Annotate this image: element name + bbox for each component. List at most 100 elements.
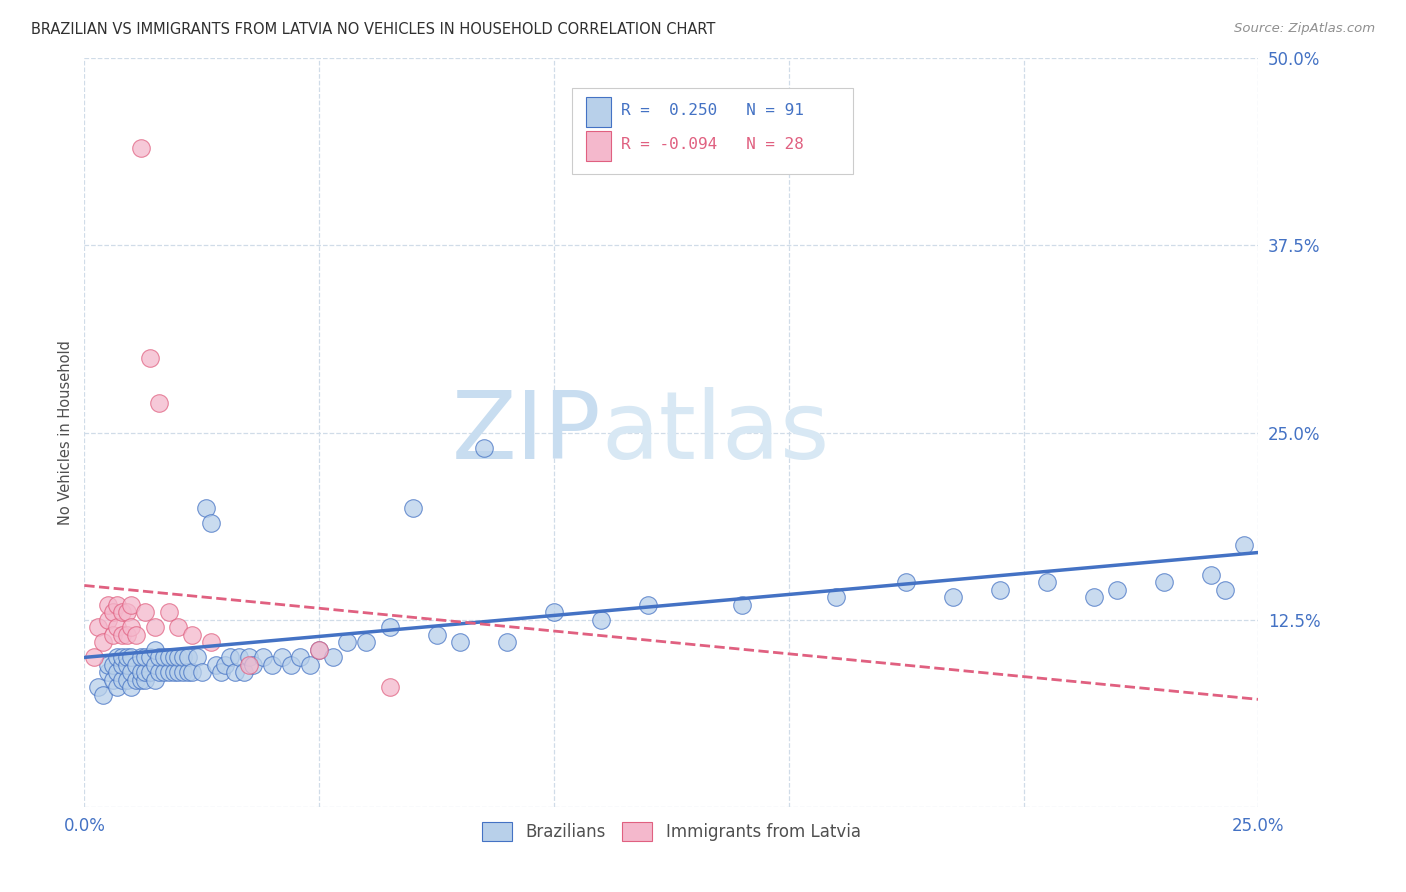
Point	[91, 635, 114, 649]
Point	[129, 141, 152, 155]
Point	[181, 665, 204, 680]
Point	[181, 628, 204, 642]
Point	[1036, 575, 1059, 590]
Point	[134, 673, 156, 687]
Point	[298, 657, 321, 672]
Point	[176, 665, 198, 680]
Point	[115, 673, 138, 687]
Point	[111, 657, 134, 672]
Point	[91, 688, 114, 702]
Point	[378, 620, 401, 634]
Point	[101, 606, 124, 620]
Point	[105, 681, 128, 695]
Point	[1107, 582, 1129, 597]
Point	[143, 657, 166, 672]
Point	[125, 657, 148, 672]
Point	[1201, 568, 1223, 582]
Point	[101, 628, 124, 642]
Point	[83, 650, 105, 665]
Point	[252, 650, 274, 665]
Y-axis label: No Vehicles in Household: No Vehicles in Household	[58, 340, 73, 525]
Point	[115, 606, 138, 620]
Legend: Brazilians, Immigrants from Latvia: Brazilians, Immigrants from Latvia	[475, 815, 868, 847]
Point	[143, 620, 166, 634]
Bar	[586, 97, 612, 127]
Point	[97, 665, 120, 680]
Point	[97, 598, 120, 612]
Point	[111, 650, 134, 665]
Text: ZIP: ZIP	[451, 386, 600, 479]
Point	[191, 665, 214, 680]
Point	[262, 657, 284, 672]
Point	[120, 650, 142, 665]
Point	[105, 620, 128, 634]
Text: Source: ZipAtlas.com: Source: ZipAtlas.com	[1234, 22, 1375, 36]
Bar	[586, 131, 612, 161]
Point	[637, 598, 659, 612]
Point	[195, 500, 218, 515]
Point	[228, 650, 250, 665]
Point	[242, 657, 264, 672]
Point	[134, 606, 156, 620]
Point	[87, 620, 110, 634]
Point	[148, 395, 170, 409]
Point	[167, 620, 190, 634]
Point	[1233, 538, 1256, 552]
Point	[134, 665, 156, 680]
Point	[233, 665, 256, 680]
Point	[186, 650, 208, 665]
Point	[153, 650, 176, 665]
Text: R =  0.250   N = 91: R = 0.250 N = 91	[621, 103, 804, 118]
Point	[942, 591, 965, 605]
Point	[378, 681, 401, 695]
Point	[336, 635, 359, 649]
Point	[120, 681, 142, 695]
Point	[97, 613, 120, 627]
Point	[157, 606, 180, 620]
Point	[219, 650, 242, 665]
Point	[209, 665, 232, 680]
Point	[105, 665, 128, 680]
Point	[1215, 582, 1237, 597]
Point	[153, 665, 176, 680]
Point	[214, 657, 236, 672]
Point	[824, 591, 846, 605]
Point	[148, 650, 170, 665]
Point	[143, 643, 166, 657]
Point	[354, 635, 377, 649]
Point	[308, 643, 330, 657]
Point	[97, 657, 120, 672]
Point	[172, 665, 194, 680]
Point	[172, 650, 194, 665]
Point	[176, 650, 198, 665]
Point	[139, 665, 162, 680]
Point	[200, 635, 222, 649]
Point	[280, 657, 302, 672]
Point	[224, 665, 246, 680]
Point	[322, 650, 344, 665]
Point	[120, 665, 142, 680]
Point	[1083, 591, 1105, 605]
Text: R = -0.094   N = 28: R = -0.094 N = 28	[621, 137, 804, 153]
Point	[120, 598, 142, 612]
Point	[205, 657, 228, 672]
Point	[120, 620, 142, 634]
Point	[200, 516, 222, 530]
Point	[129, 673, 152, 687]
Point	[162, 665, 184, 680]
Point	[167, 665, 190, 680]
Point	[157, 650, 180, 665]
Point	[105, 650, 128, 665]
Text: BRAZILIAN VS IMMIGRANTS FROM LATVIA NO VEHICLES IN HOUSEHOLD CORRELATION CHART: BRAZILIAN VS IMMIGRANTS FROM LATVIA NO V…	[31, 22, 716, 37]
Point	[157, 665, 180, 680]
Point	[87, 681, 110, 695]
Point	[988, 582, 1011, 597]
Point	[449, 635, 471, 649]
Point	[896, 575, 918, 590]
Point	[111, 628, 134, 642]
Point	[148, 665, 170, 680]
Point	[543, 606, 565, 620]
Point	[125, 628, 148, 642]
Point	[139, 650, 162, 665]
Point	[162, 650, 184, 665]
